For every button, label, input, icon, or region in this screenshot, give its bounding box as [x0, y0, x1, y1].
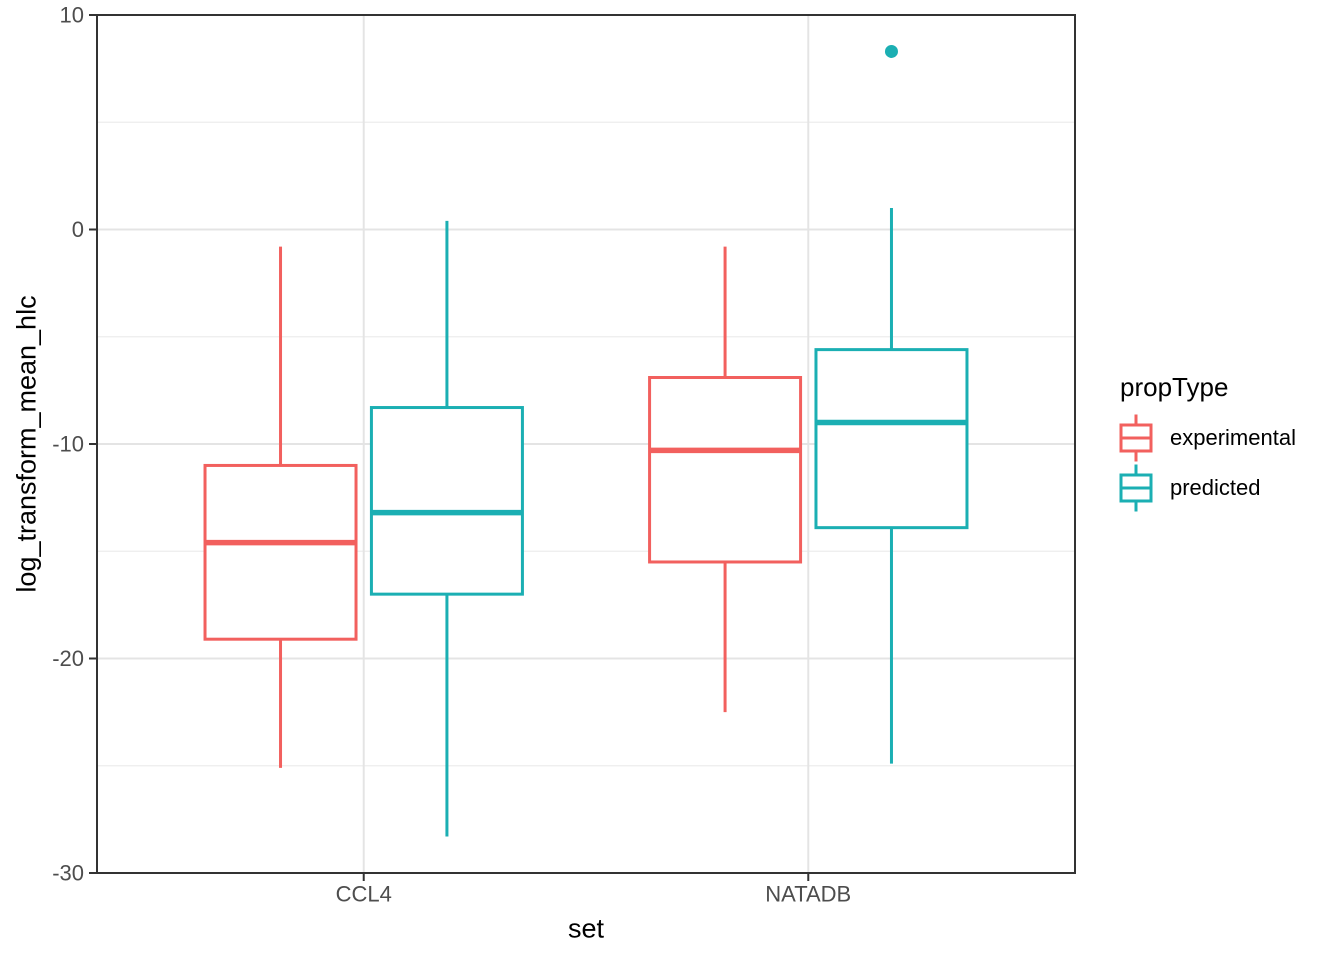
outlier-point — [884, 44, 898, 58]
y-tick-label: -30 — [52, 861, 84, 886]
y-tick-label: 10 — [60, 3, 84, 28]
legend-label: predicted — [1170, 475, 1261, 500]
x-axis-title: set — [567, 913, 605, 944]
legend-entry-experimental: experimental — [1118, 413, 1296, 463]
boxplot-key-icon — [1119, 464, 1153, 512]
box-predicted-CCL4 — [369, 406, 524, 596]
x-tick-label: NATADB — [765, 882, 851, 907]
y-tick-label: -10 — [52, 432, 84, 457]
boxplot-key-icon — [1119, 414, 1153, 462]
box-experimental-CCL4 — [203, 463, 358, 641]
y-tick-label: -20 — [52, 646, 84, 671]
x-tick-label: CCL4 — [336, 882, 392, 907]
legend: propType experimental predicted — [1118, 372, 1296, 513]
y-axis-title: log_transform_mean_hlc — [11, 295, 42, 593]
legend-entry-predicted: predicted — [1118, 463, 1296, 513]
box-predicted-NATADB — [814, 348, 969, 530]
box-experimental-NATADB — [648, 376, 803, 564]
legend-title: propType — [1120, 372, 1229, 402]
y-tick-label: 0 — [72, 217, 84, 242]
legend-label: experimental — [1170, 425, 1296, 450]
